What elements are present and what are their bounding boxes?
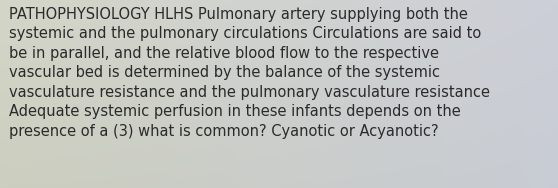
Text: PATHOPHYSIOLOGY HLHS Pulmonary artery supplying both the
systemic and the pulmon: PATHOPHYSIOLOGY HLHS Pulmonary artery su…: [9, 7, 490, 139]
